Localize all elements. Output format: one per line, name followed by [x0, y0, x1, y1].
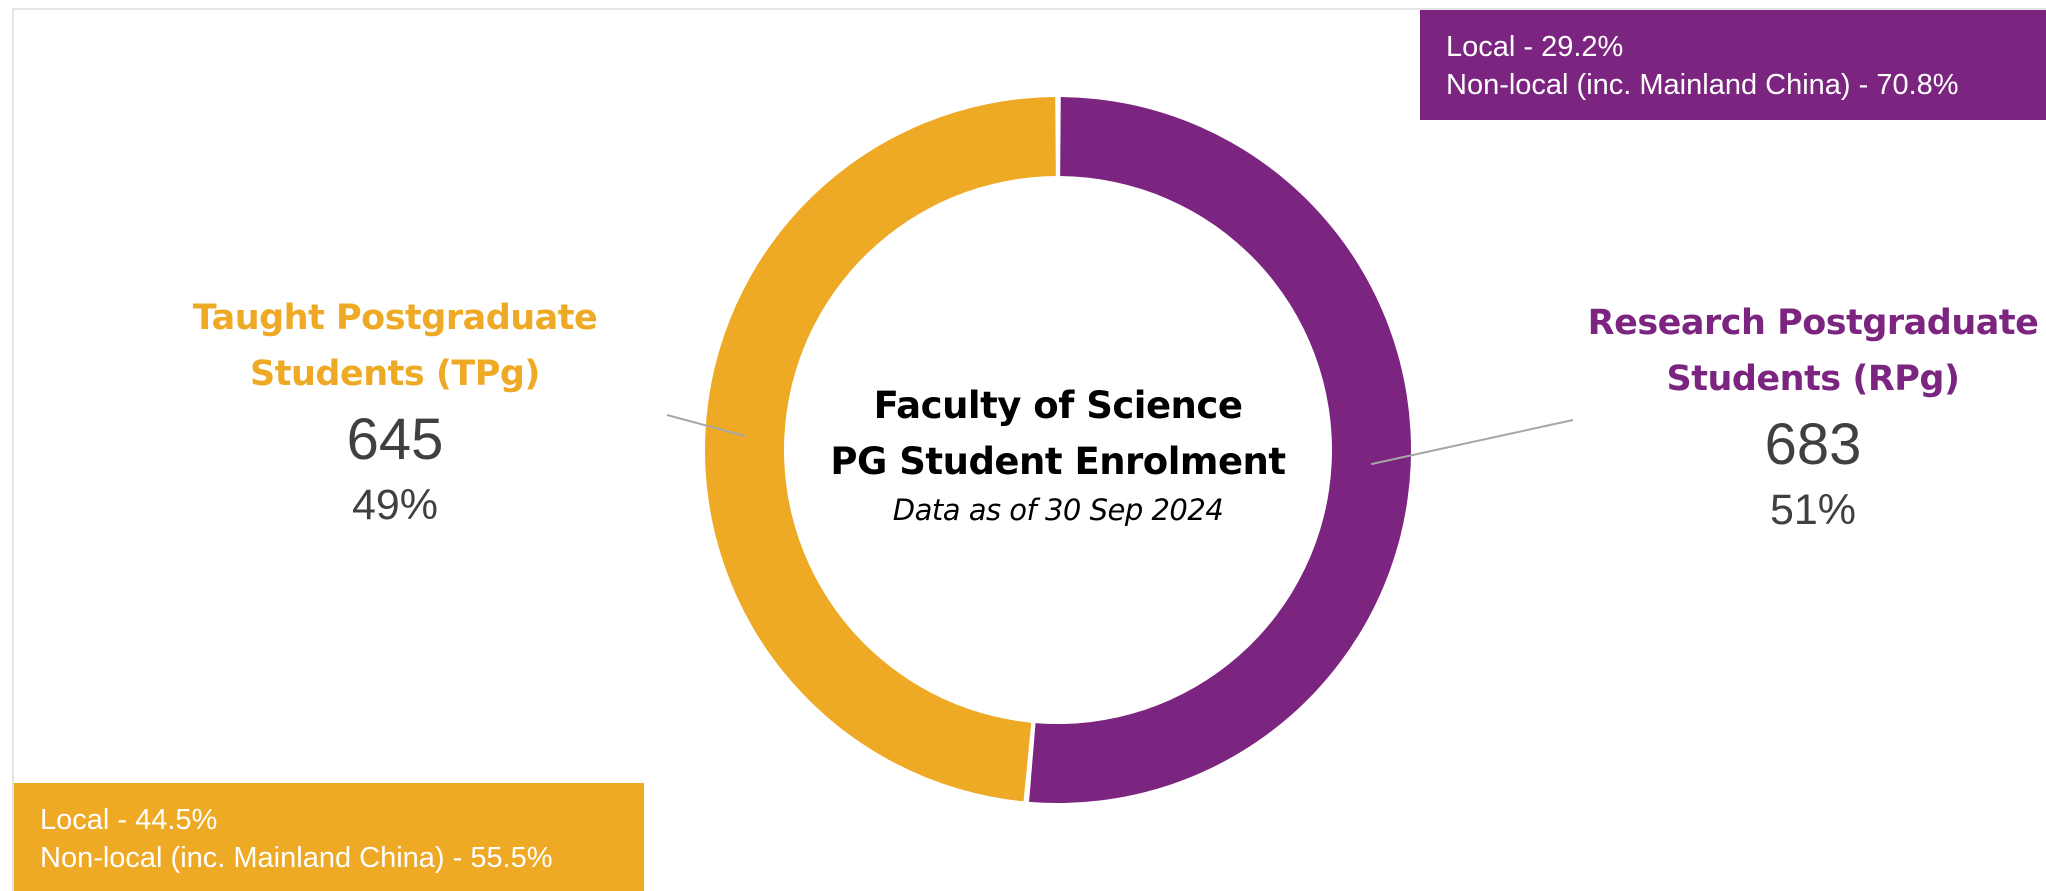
rpg-leader-line: [1370, 419, 1574, 466]
rpg-donut-segment: [1029, 97, 1412, 804]
tpg-leader-line: [666, 414, 746, 437]
rpg-value-block: 683 51%: [1663, 410, 1963, 540]
rpg-percent-label: 51%: [1769, 486, 1857, 534]
tpg-label-line-2: Students (TPg): [250, 354, 540, 394]
rpg-label-line-2: Students (RPg): [1666, 359, 1960, 399]
chart-title-line-1: Faculty of Science: [873, 384, 1243, 427]
rpg-breakdown-local: Local - 29.2%: [1446, 31, 1624, 63]
tpg-value-label: 645: [346, 407, 444, 472]
tpg-breakdown-local: Local - 44.5%: [40, 804, 218, 836]
chart-center-label: Faculty of Science PG Student Enrolment …: [808, 378, 1308, 530]
chart-title-line-2: PG Student Enrolment: [830, 440, 1286, 483]
rpg-breakdown-box: Local - 29.2% Non-local (inc. Mainland C…: [1420, 10, 2046, 120]
rpg-breakdown-nonlocal: Non-local (inc. Mainland China) - 70.8%: [1446, 69, 1959, 101]
chart-subtitle: Data as of 30 Sep 2024: [892, 493, 1224, 527]
tpg-breakdown-nonlocal: Non-local (inc. Mainland China) - 55.5%: [40, 842, 553, 874]
frame-top-border: [12, 8, 2046, 10]
tpg-category-label: Taught Postgraduate Students (TPg): [160, 290, 630, 402]
rpg-label-line-1: Research Postgraduate: [1587, 303, 2039, 343]
rpg-category-label: Research Postgraduate Students (RPg): [1580, 295, 2046, 407]
tpg-donut-segment: [705, 97, 1056, 802]
frame-left-border: [12, 8, 14, 891]
rpg-value-label: 683: [1764, 412, 1862, 477]
tpg-breakdown-box: Local - 44.5% Non-local (inc. Mainland C…: [14, 783, 644, 891]
tpg-percent-label: 49%: [351, 481, 439, 529]
tpg-value-block: 645 49%: [245, 405, 545, 535]
tpg-label-line-1: Taught Postgraduate: [192, 298, 598, 338]
